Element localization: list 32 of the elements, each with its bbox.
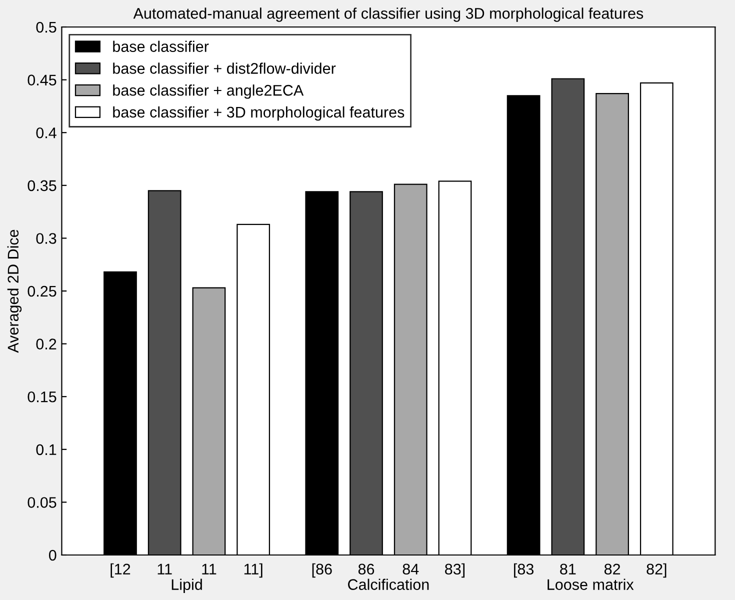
y-tick-label: 0.35 [28, 180, 56, 192]
y-tick-label: 0.15 [28, 391, 56, 402]
legend-label: base classifier + 3D morphological features [113, 106, 404, 121]
text: 81 [560, 564, 576, 575]
y-tick-label: 0.05 [28, 497, 56, 508]
x-tick-label: Calcification [348, 578, 429, 590]
text: [86 [312, 563, 332, 578]
y-tick-label: 0.1 [36, 444, 56, 456]
x-tick-label: Lipid [172, 578, 202, 593]
legend-label: base classifier + dist2flow-divider [113, 62, 336, 74]
x-tick-label: Loose matrix [548, 578, 634, 590]
text: 82 [604, 564, 620, 575]
text: [12 [110, 563, 130, 578]
y-tick-label: 0.2 [36, 338, 56, 350]
text: 82] [646, 563, 666, 578]
y-tick-label: 0 [48, 550, 56, 561]
text: [83 [514, 563, 534, 578]
text: 11 [202, 564, 216, 574]
chart-title: Automated-manual agreement of classifier using 3D morphological features [133, 8, 644, 22]
y-tick-label: 0.5 [36, 22, 56, 33]
y-tick-label: 0.45 [28, 74, 56, 86]
legend-label: base classifier + angle2ECA [113, 84, 304, 99]
text: 84 [402, 564, 419, 575]
y-tick-label: 0.4 [36, 127, 56, 138]
text: 83] [445, 563, 465, 578]
y-tick-label: 0.25 [28, 286, 56, 297]
text: 86 [358, 564, 374, 575]
y-axis-title: Averaged 2D Dice [7, 230, 22, 353]
legend-label: base classifier [113, 40, 209, 52]
text: 11] [244, 563, 262, 578]
text: 11 [158, 564, 172, 574]
y-tick-label: 0.3 [36, 233, 56, 244]
